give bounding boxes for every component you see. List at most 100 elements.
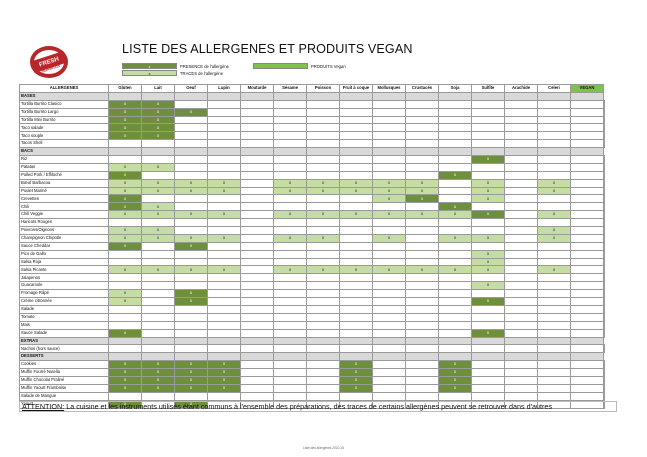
product-name: Mais [19,320,109,330]
empty-cell [405,368,439,377]
presence-cell: x [174,107,208,117]
empty-cell [570,186,604,196]
empty-cell [207,226,241,235]
vegan-cell [603,320,605,330]
traces-cell: x [108,178,142,188]
empty-cell [537,281,571,291]
empty-cell [405,344,439,354]
product-name: Sauce Cheddar [19,241,109,251]
column-header: Moutarde [240,84,274,93]
table-row: Riz x [19,155,605,164]
section-cell [339,336,373,346]
svg-text:BURRITOS: BURRITOS [42,64,62,74]
empty-cell [207,257,241,267]
section-cell [306,352,340,362]
empty-cell [570,391,604,401]
empty-cell [339,107,373,117]
presence-cell: x [438,383,472,393]
empty-cell [405,391,439,401]
empty-cell [141,344,175,354]
empty-cell [570,131,604,141]
empty-cell [537,312,571,322]
product-name: Taco souple [19,131,109,141]
empty-cell [405,281,439,291]
empty-cell [405,226,439,235]
traces-cell: x [174,186,208,196]
section-cell [438,352,472,362]
empty-cell [207,131,241,141]
section-row: BACS [19,147,605,157]
table-row: Muffin Fourré Nutella x x x x x x [19,368,605,377]
empty-cell [405,297,439,306]
traces-cell: x [108,289,142,299]
presence-cell: x [141,368,175,377]
presence-cell: x [471,328,505,338]
section-cell [471,352,505,362]
empty-cell [570,265,604,275]
empty-cell [504,115,538,125]
empty-cell [306,304,340,314]
section-cell [570,147,604,157]
empty-cell [174,320,208,330]
table-row: Champignon Chipotle x x x x x x x x x x [19,233,605,243]
product-name: Pico de Gallo [19,249,109,259]
traces-cell: x [174,210,208,220]
vegan-cell [603,249,605,259]
empty-cell [306,281,340,291]
empty-cell [405,320,439,330]
empty-cell [372,249,406,259]
section-cell [372,91,406,101]
empty-cell [438,320,472,330]
vegan-cell [603,391,605,401]
empty-cell [570,328,604,338]
empty-cell [273,360,307,370]
section-cell [141,352,175,362]
empty-cell [372,297,406,306]
empty-cell [141,312,175,322]
empty-cell [504,281,538,291]
presence-cell: x [339,375,373,385]
empty-cell [372,123,406,133]
table-row: Fromage Râpé x x [19,289,605,299]
empty-cell [438,289,472,299]
column-header: VEGAN [570,84,604,93]
vegan-cell [603,233,605,243]
empty-cell [174,273,208,283]
empty-cell [108,218,142,228]
section-cell [504,352,538,362]
section-cell [570,91,604,101]
vegan-cell [603,155,605,164]
table-row: Taco salade x x [19,123,605,133]
empty-cell [240,186,274,196]
empty-cell [405,123,439,133]
empty-cell [273,155,307,164]
empty-cell [372,375,406,385]
empty-cell [504,186,538,196]
traces-cell: x [471,178,505,188]
empty-cell [141,328,175,338]
section-cell [339,147,373,157]
empty-cell [207,218,241,228]
table-row: Sauce Cheddar x x [19,241,605,251]
table-row: Sauce Salade x x [19,328,605,338]
empty-cell [438,304,472,314]
empty-cell [306,273,340,283]
product-name: Muffin Yaourt Framboise [19,383,109,393]
presence-cell: x [174,289,208,299]
section-cell [372,147,406,157]
vegan-cell [603,99,605,109]
empty-cell [537,257,571,267]
column-header: Oeuf [174,84,208,93]
product-name: Haricots Rouges [19,218,109,228]
empty-cell [306,249,340,259]
vegan-cell [603,257,605,267]
empty-cell [471,123,505,133]
product-name: Tortilla Burrito Clasico [19,99,109,109]
presence-cell: x [174,360,208,370]
empty-cell [372,170,406,180]
table-row: Tortilla Burrito Clasico x x [19,99,605,109]
empty-cell [141,281,175,291]
empty-cell [537,320,571,330]
empty-cell [207,312,241,322]
column-header: Fruit à coque [339,84,373,93]
